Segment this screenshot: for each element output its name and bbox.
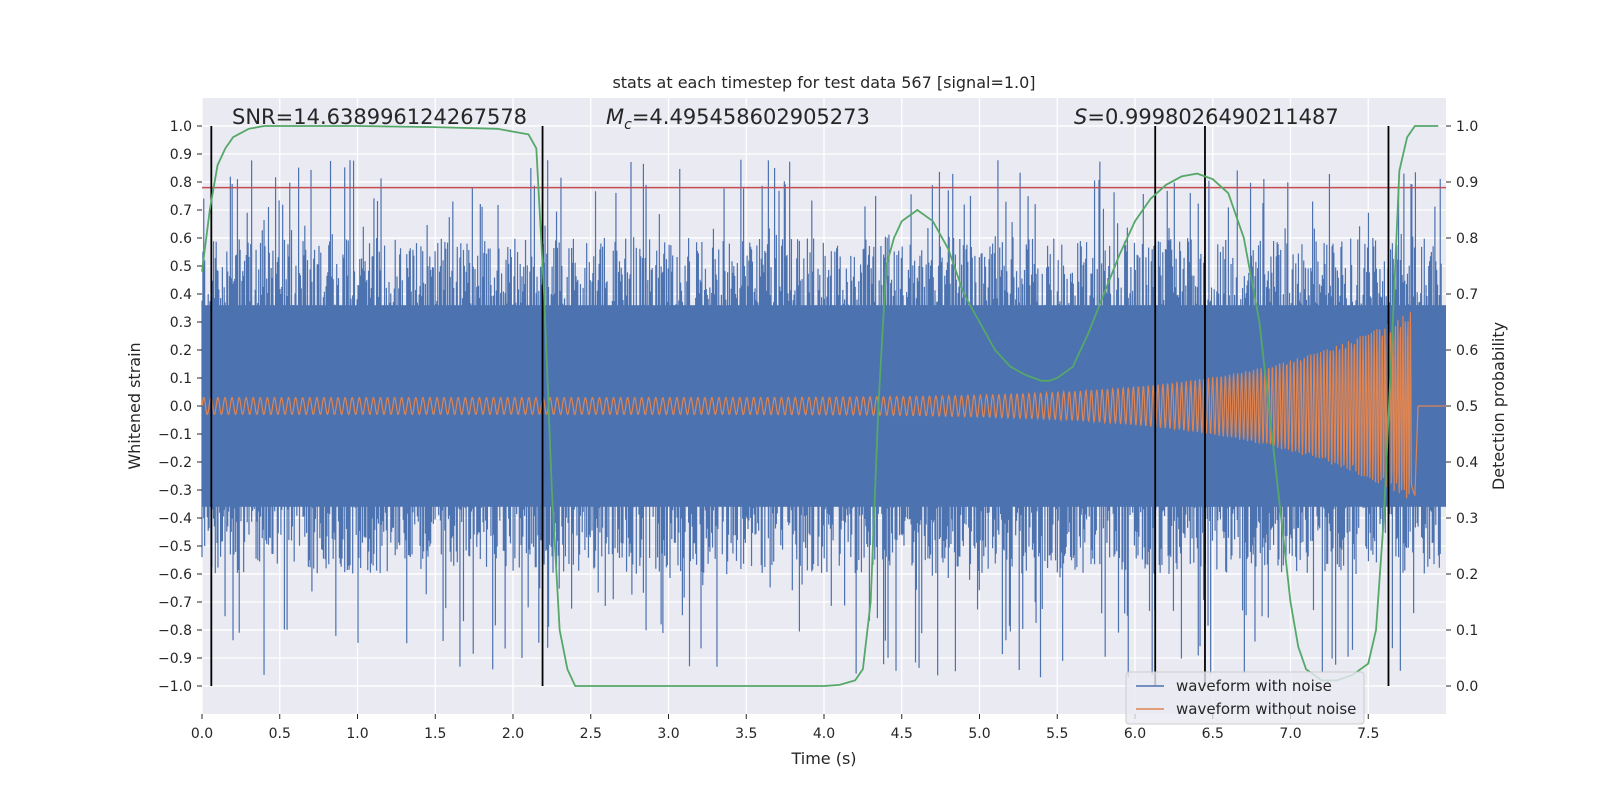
y-tick-label-right: 1.0 (1456, 119, 1478, 135)
x-tick-label: 4.5 (891, 726, 913, 742)
snr-annotation: SNR=14.638996124267578 (232, 105, 527, 129)
y-axis-label-left: Whitened strain (125, 342, 144, 469)
y-tick-label-right: 0.9 (1456, 175, 1478, 191)
y-tick-label-left: −0.1 (158, 427, 192, 443)
y-tick-label-left: 0.6 (170, 231, 192, 247)
x-tick-label: 6.0 (1124, 726, 1146, 742)
y-tick-label-left: 0.9 (170, 147, 192, 163)
y-tick-label-right: 0.6 (1456, 343, 1478, 359)
legend: waveform with noise waveform without noi… (1125, 671, 1365, 725)
clean-waveform-line (201, 312, 1446, 499)
legend-label-noisy: waveform with noise (1176, 677, 1332, 695)
y-tick-label-left: −0.5 (158, 539, 192, 555)
legend-label-clean: waveform without noise (1176, 700, 1356, 718)
y-tick-label-left: 0.7 (170, 203, 192, 219)
x-tick-label: 6.5 (1202, 726, 1224, 742)
y-tick-label-right: 0.3 (1456, 511, 1478, 527)
y-tick-label-left: −0.6 (158, 567, 192, 583)
y-tick-label-left: 0.5 (170, 259, 192, 275)
x-tick-label: 3.0 (657, 726, 679, 742)
y-tick-label-right: 0.2 (1456, 567, 1478, 583)
x-axis-label: Time (s) (790, 749, 856, 768)
y-tick-label-right: 0.1 (1456, 623, 1478, 639)
y-tick-label-right: 0.5 (1456, 399, 1478, 415)
y-axis-label-right: Detection probability (1489, 322, 1508, 490)
y-tick-label-left: −0.4 (158, 511, 192, 527)
y-tick-label-left: −0.9 (158, 651, 192, 667)
y-tick-label-left: −0.7 (158, 595, 192, 611)
x-tick-label: 3.5 (735, 726, 757, 742)
axis-ticks: 0.0 0.5 1.0 1.5 2.0 2.5 3.0 3.5 4.0 4.5 5.0 5.5 6.0 6… (158, 119, 1478, 742)
y-tick-label-left: −0.8 (158, 623, 192, 639)
y-tick-label-left: 0.4 (170, 287, 192, 303)
y-tick-label-left: 0.0 (170, 399, 192, 415)
y-tick-label-left: 1.0 (170, 119, 192, 135)
x-tick-label: 0.0 (191, 726, 213, 742)
series-detection-probability (201, 125, 1439, 687)
chart-title: stats at each timestep for test data 567… (612, 73, 1035, 92)
x-tick-label: 1.5 (424, 726, 446, 742)
y-tick-label-right: 0.8 (1456, 231, 1478, 247)
series-waveform-without-noise (201, 312, 1446, 499)
chirp-mass-annotation: Mc=4.495458602905273 (606, 105, 870, 133)
detection-probability-line (201, 125, 1439, 687)
y-tick-label-left: 0.2 (170, 343, 192, 359)
y-tick-label-left: 0.3 (170, 315, 192, 331)
x-tick-label: 5.5 (1046, 726, 1068, 742)
x-tick-label: 7.0 (1279, 726, 1301, 742)
y-tick-label-right: 0.7 (1456, 287, 1478, 303)
x-tick-label: 5.0 (968, 726, 990, 742)
y-tick-label-left: 0.8 (170, 175, 192, 191)
y-tick-label-left: −0.3 (158, 483, 192, 499)
y-tick-label-right: 0.0 (1456, 679, 1478, 695)
y-tick-label-left: −1.0 (158, 679, 192, 695)
y-tick-label-left: 0.1 (170, 371, 192, 387)
score-annotation: S=0.9998026490211487 (1074, 105, 1339, 129)
x-tick-label: 2.5 (580, 726, 602, 742)
y-tick-label-left: −0.2 (158, 455, 192, 471)
vertical-markers (210, 126, 1390, 686)
x-tick-label: 4.0 (813, 726, 835, 742)
x-tick-label: 1.0 (346, 726, 368, 742)
y-tick-label-right: 0.4 (1456, 455, 1478, 471)
x-tick-label: 2.0 (502, 726, 524, 742)
x-tick-label: 0.5 (269, 726, 291, 742)
legend-box (1125, 671, 1365, 725)
x-tick-label: 7.5 (1357, 726, 1379, 742)
